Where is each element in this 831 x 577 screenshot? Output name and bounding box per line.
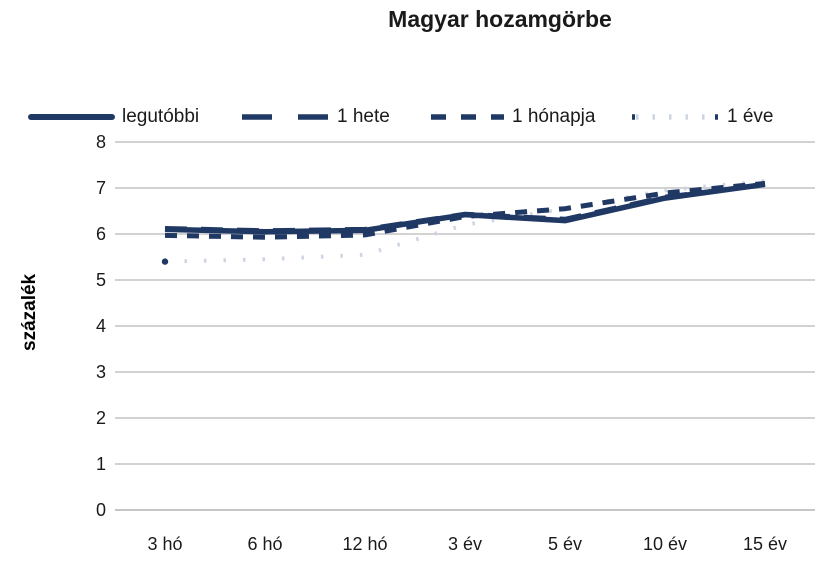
- legend-line-sample-solid: [28, 114, 115, 120]
- legend-item-1-honapja: 1 hónapja: [430, 104, 595, 130]
- legend-label: 1 éve: [727, 106, 774, 127]
- legend-item-legutobbi: legutóbbi: [28, 104, 199, 130]
- legend-label: 1 hete: [337, 106, 390, 127]
- y-tick-label: 5: [96, 270, 106, 290]
- series-line-dot: [164, 179, 766, 264]
- y-tick-label: 2: [96, 408, 106, 428]
- x-tick-label: 15 év: [743, 534, 787, 554]
- legend-line-sample-long-dash: [242, 114, 328, 120]
- legend-line-sample-dot: [632, 114, 718, 120]
- y-tick-label: 1: [96, 454, 106, 474]
- y-tick-label: 7: [96, 178, 106, 198]
- legend-item-1-eve: 1 éve: [630, 104, 773, 130]
- x-tick-label: 10 év: [643, 534, 687, 554]
- y-tick-label: 0: [96, 500, 106, 520]
- series-line-solid: [164, 181, 766, 235]
- x-tick-label: 6 hó: [247, 534, 282, 554]
- legend-line-sample-dash: [431, 114, 504, 120]
- y-tick-label: 8: [96, 132, 106, 152]
- y-tick-label: 6: [96, 224, 106, 244]
- x-tick-label: 5 év: [548, 534, 582, 554]
- x-tick-label: 12 hó: [342, 534, 387, 554]
- legend-label: legutóbbi: [122, 106, 200, 127]
- series-first-point-dot: [161, 258, 169, 265]
- chart-title: Magyar hozamgörbe: [388, 6, 612, 32]
- y-tick-label: 3: [96, 362, 106, 382]
- y-tick-label: 4: [96, 316, 106, 336]
- legend-label: 1 hónapja: [512, 106, 596, 127]
- x-tick-label: 3 hó: [147, 534, 182, 554]
- x-tick-label: 3 év: [448, 534, 482, 554]
- legend-item-1-hete: 1 hete: [240, 104, 390, 130]
